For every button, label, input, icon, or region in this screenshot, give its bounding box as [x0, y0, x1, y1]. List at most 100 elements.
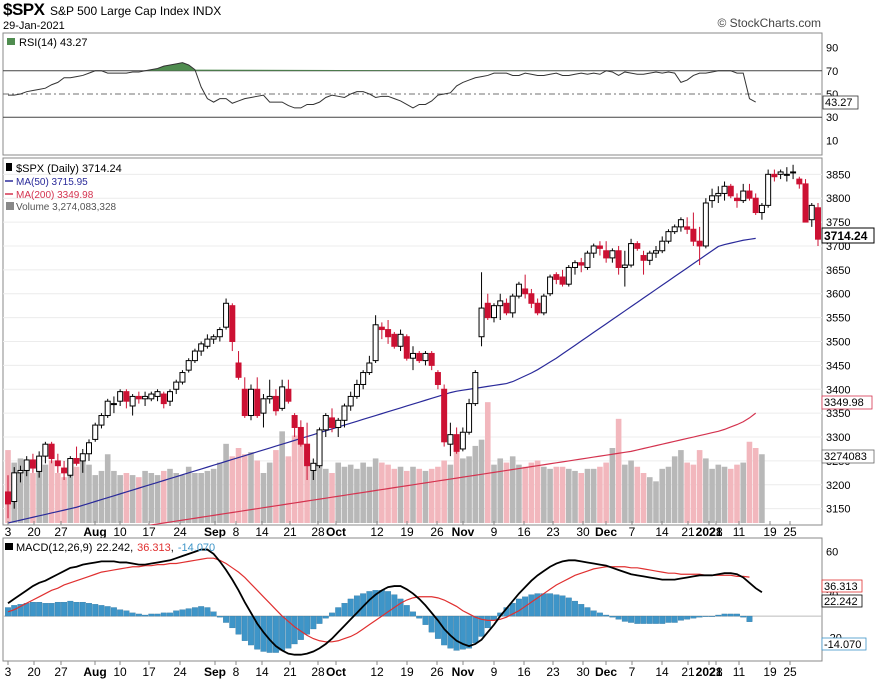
rsi-overbought-area: [95, 62, 731, 71]
x-tick-label: 23: [546, 525, 560, 539]
volume-bar: [223, 443, 229, 523]
candle: [653, 245, 659, 258]
candle: [709, 188, 716, 208]
volume-bar: [298, 443, 304, 523]
candle-body: [771, 173, 778, 178]
macd-signal-last: 36.313: [824, 581, 858, 593]
candle-body: [677, 219, 684, 228]
candle: [615, 245, 622, 275]
candle-body: [659, 240, 666, 252]
candle-body: [603, 250, 610, 259]
candle: [335, 417, 342, 438]
volume-bar: [379, 462, 385, 523]
macd-histogram-bar: [528, 594, 535, 617]
candle-body: [229, 305, 236, 343]
volume-bar: [441, 460, 447, 523]
candle: [48, 441, 55, 464]
candle: [466, 398, 473, 435]
candle: [752, 193, 759, 215]
candle: [216, 327, 223, 342]
macd-histogram-bar: [285, 615, 292, 649]
candle: [67, 456, 74, 478]
volume-last-value: 3274083: [824, 451, 867, 463]
macd-histogram-bar: [434, 615, 441, 639]
candle: [659, 236, 666, 254]
candle-body: [491, 305, 497, 319]
candle-body: [98, 415, 105, 426]
macd-histogram-bar: [696, 615, 703, 618]
candle: [73, 446, 80, 466]
candle: [734, 193, 740, 208]
candle-body: [715, 192, 722, 197]
candle: [690, 212, 697, 246]
volume-bar: [727, 468, 734, 523]
candle: [802, 179, 809, 223]
candle-body: [173, 381, 180, 390]
volume-bar: [291, 435, 298, 523]
price-tick-label: 3450: [826, 360, 850, 372]
candle-body: [372, 324, 379, 362]
macd-histogram-bar: [746, 615, 753, 622]
candle-body: [553, 274, 560, 280]
macd-histogram-bar: [17, 604, 24, 617]
x-tick-label: 12: [370, 665, 384, 679]
macd-histogram-bar: [410, 611, 416, 617]
macd-histogram-bar: [615, 615, 622, 620]
x-tick-label: 21: [283, 525, 297, 539]
x-tick-label: 27: [54, 665, 68, 679]
volume-bar: [260, 473, 267, 523]
candle-body: [447, 434, 454, 445]
candle: [235, 351, 242, 380]
x-tick-label: 11: [733, 665, 746, 679]
volume-bar: [73, 466, 80, 523]
volume-bar: [541, 466, 547, 523]
candle-body: [434, 372, 441, 385]
price-tick-label: 3750: [826, 217, 850, 229]
macd-histogram-bar: [372, 590, 379, 617]
volume-bar: [509, 456, 516, 523]
candle: [416, 351, 423, 363]
rsi-tick-label: 10: [826, 135, 838, 147]
candle-body: [123, 391, 130, 402]
candle: [17, 465, 24, 483]
candle-body: [235, 362, 242, 378]
macd-histogram-bar: [260, 615, 267, 652]
macd-histogram-bar: [316, 615, 323, 624]
volume-bar: [154, 475, 161, 523]
candle-body: [48, 443, 55, 460]
macd-histogram-bar: [734, 613, 740, 617]
volume-bar: [435, 466, 441, 523]
rsi-legend-icon: [7, 38, 15, 45]
candle: [590, 243, 597, 258]
macd-histogram-bar: [634, 615, 641, 624]
candle: [547, 274, 554, 297]
candle-body: [547, 276, 554, 295]
candle-body: [117, 391, 124, 402]
candle: [291, 413, 298, 438]
x-tick-label: 7: [629, 525, 636, 539]
candle-body: [790, 171, 797, 174]
candle: [391, 331, 398, 349]
candle-body: [534, 302, 541, 314]
x-tick-label: 19: [400, 525, 414, 539]
candle-body: [304, 443, 311, 467]
candle-body: [223, 302, 230, 328]
x-tick-label: 9: [491, 665, 498, 679]
macd-histogram-bar: [191, 607, 198, 617]
volume-bar: [98, 470, 105, 523]
macd-hist-last: -14.070: [824, 639, 861, 651]
macd-histogram-bar: [653, 615, 659, 624]
candle: [254, 377, 261, 418]
macd-histogram-bar: [160, 612, 167, 617]
x-tick-label: 19: [763, 525, 777, 539]
candle-body: [559, 276, 566, 285]
candle: [322, 413, 329, 438]
price-tick-label: 3650: [826, 265, 850, 277]
candle-body: [422, 352, 429, 362]
macd-histogram-bar: [534, 593, 541, 617]
volume-bar: [266, 462, 273, 523]
x-tick-label: 21: [681, 665, 695, 679]
candle: [584, 250, 591, 270]
macd-histogram-bar: [391, 594, 398, 617]
candle-body: [459, 431, 466, 450]
